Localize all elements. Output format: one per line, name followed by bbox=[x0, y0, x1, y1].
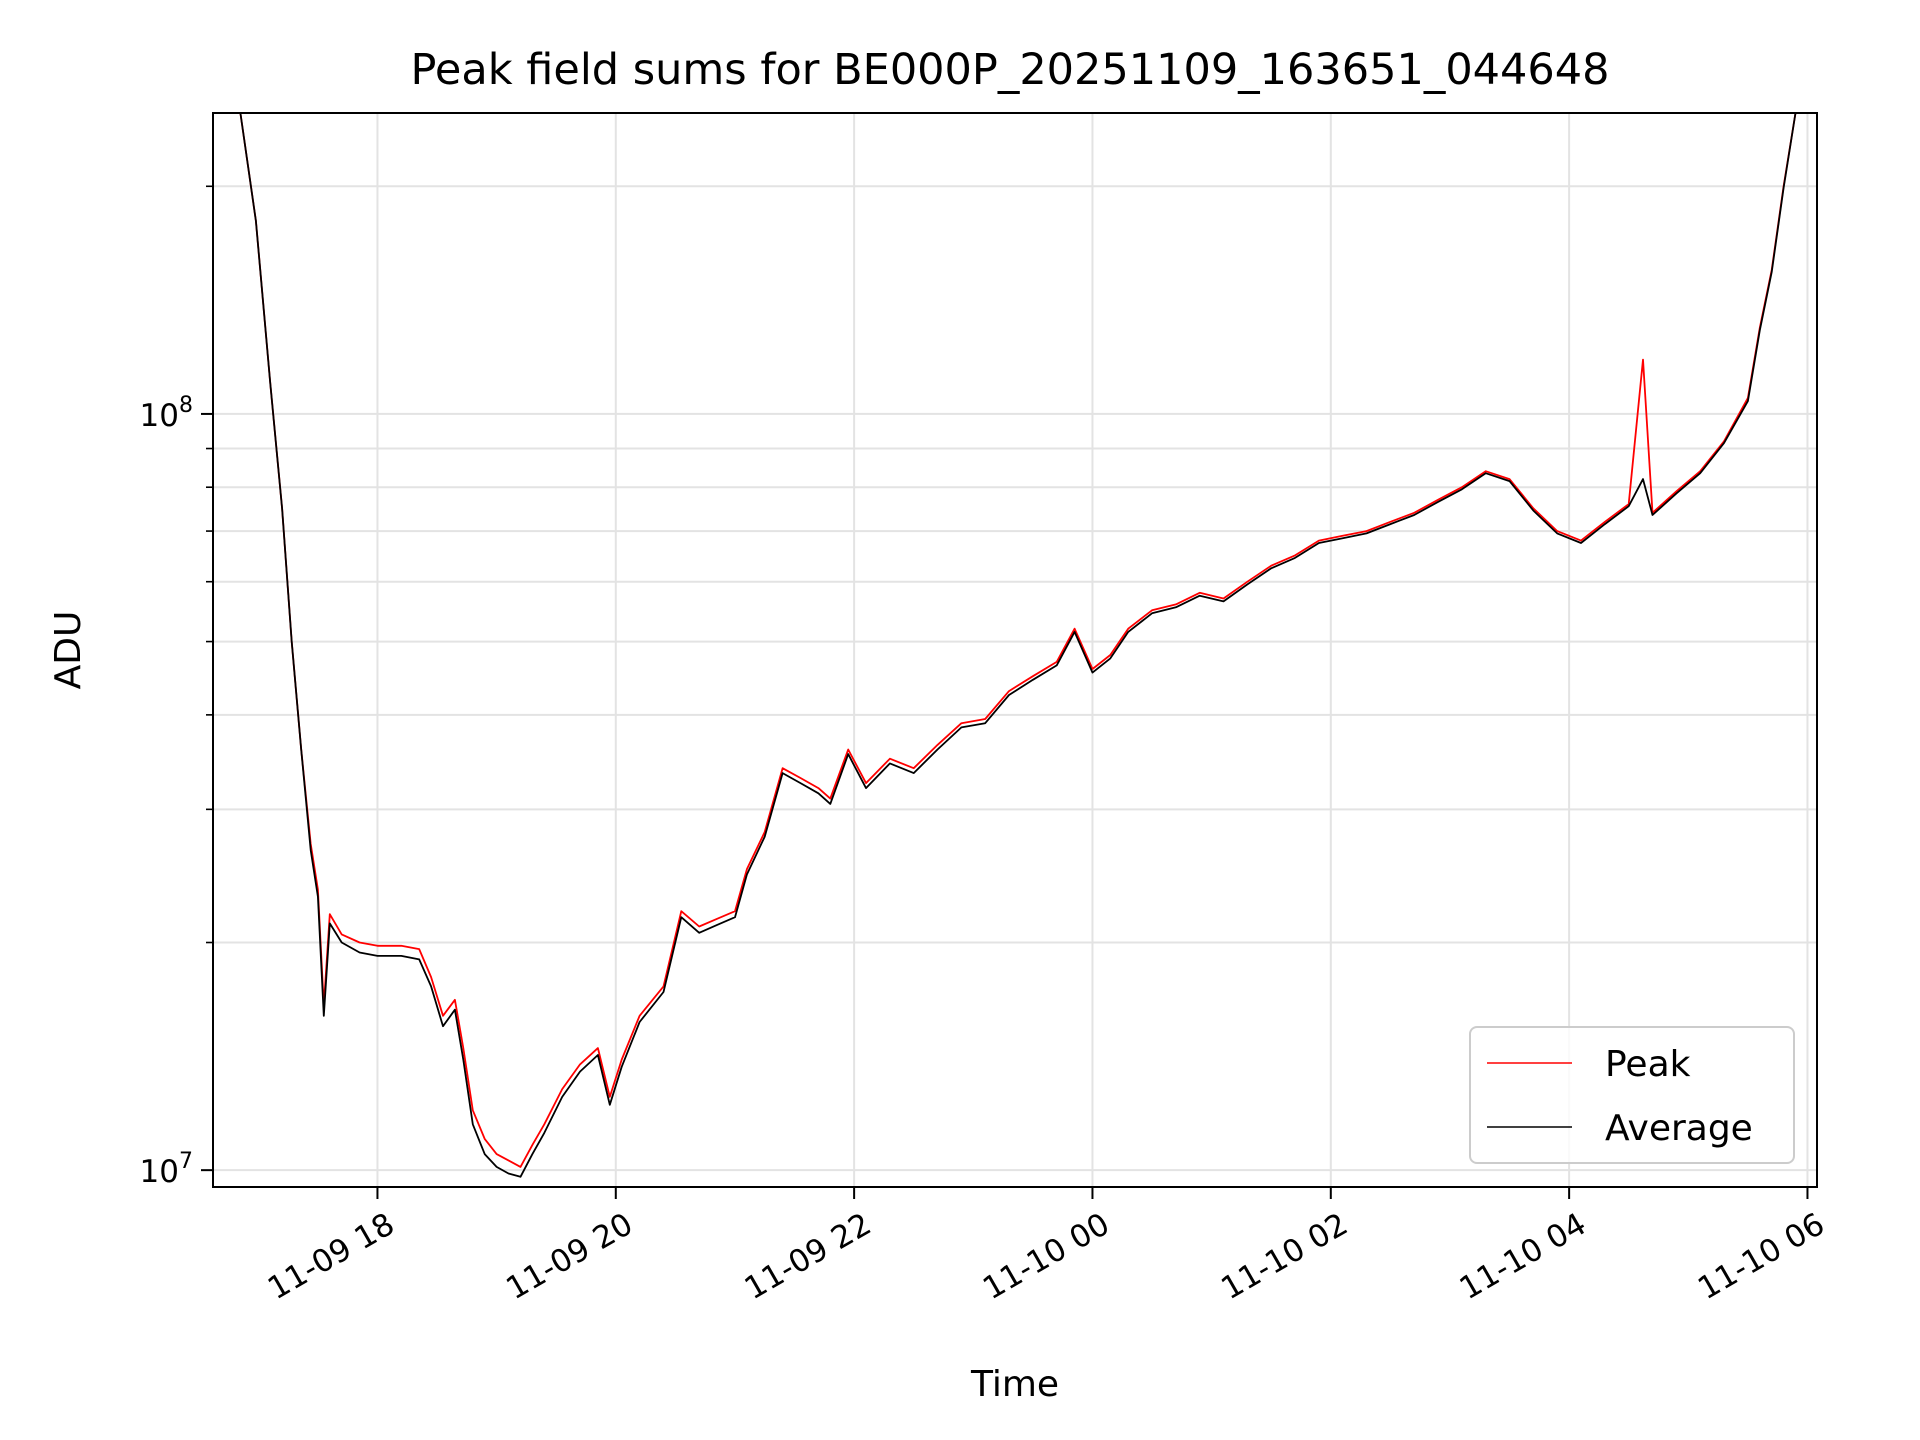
legend-average-label: Average bbox=[1605, 1108, 1753, 1149]
x-tick-label: 11-10 00 bbox=[977, 1206, 1116, 1307]
grid bbox=[213, 113, 1817, 1187]
x-tick-label: 11-10 02 bbox=[1215, 1206, 1354, 1307]
x-axis: 11-09 18 11-09 20 11-09 22 11-10 00 11-10 02… bbox=[262, 1187, 1831, 1307]
y-axis-label: ADU bbox=[48, 611, 89, 690]
plot-frame bbox=[212, 112, 1818, 1188]
x-tick-label: 11-10 04 bbox=[1454, 1206, 1593, 1307]
x-tick-label: 11-09 18 bbox=[262, 1206, 401, 1307]
y-tick-label: 108 bbox=[140, 393, 193, 434]
series-line-peak bbox=[213, 113, 1817, 1168]
series-line-average bbox=[213, 113, 1817, 1178]
x-axis-label: Time bbox=[970, 1364, 1059, 1405]
series-lines bbox=[213, 113, 1817, 1178]
x-tick-label: 11-10 06 bbox=[1692, 1206, 1831, 1307]
legend-box bbox=[1469, 1026, 1795, 1164]
legend: Peak Average bbox=[1469, 1026, 1795, 1164]
legend-peak-label: Peak bbox=[1605, 1044, 1691, 1085]
y-axis: 107 108 bbox=[140, 185, 213, 1190]
chart-title: Peak field sums for BE000P_20251109_1636… bbox=[411, 45, 1610, 95]
y-tick-label: 107 bbox=[140, 1149, 193, 1190]
x-tick-label: 11-09 22 bbox=[739, 1206, 878, 1307]
x-tick-label: 11-09 20 bbox=[500, 1206, 639, 1307]
